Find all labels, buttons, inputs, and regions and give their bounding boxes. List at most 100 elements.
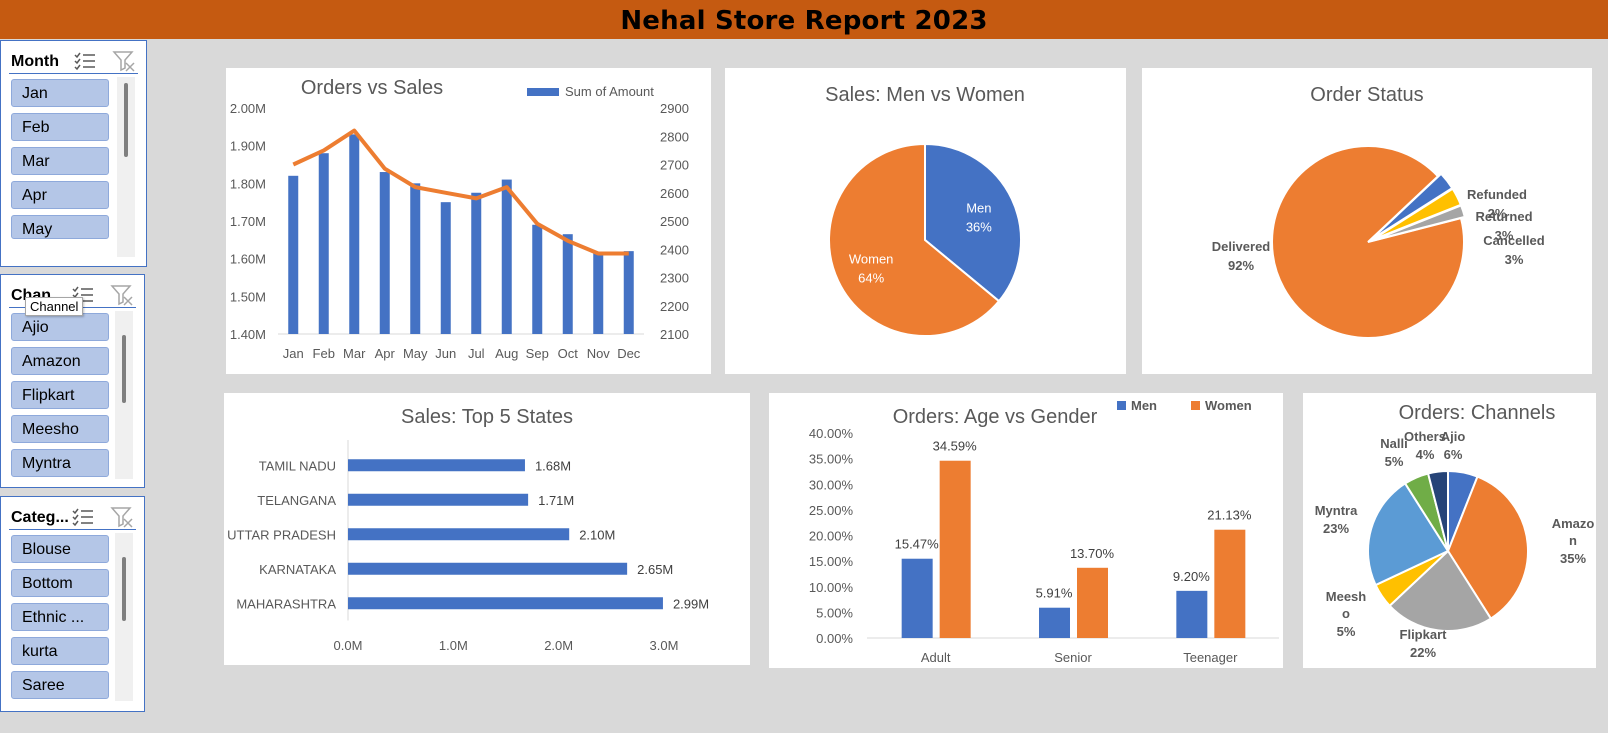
- slice-label-part: Meesh: [1326, 589, 1367, 604]
- chart-age-vs-gender[interactable]: Orders: Age vs Gender Men Women 0.00% 5.00% 1…: [769, 393, 1283, 668]
- bar-label: 9.20%: [1173, 569, 1210, 584]
- slicer-scrollbar[interactable]: [115, 311, 133, 479]
- bar: [471, 192, 482, 334]
- y-tick-label: UTTAR PRADESH: [227, 527, 336, 542]
- report-banner: Nehal Store Report 2023: [0, 0, 1608, 39]
- slice-label: Refunded: [1467, 187, 1527, 202]
- slicer-item-ajio[interactable]: Ajio: [11, 313, 109, 341]
- slicer-item-bottom[interactable]: Bottom: [11, 569, 109, 597]
- y-tick-label: 10.00%: [809, 580, 854, 595]
- bar: [532, 224, 543, 334]
- y2-tick-label: 2800: [660, 129, 689, 144]
- legend-label: Sum of Amount: [565, 84, 654, 99]
- slicer-title: Month: [11, 53, 59, 70]
- slice-pct: 36%: [966, 220, 992, 235]
- slice-label-part: Amazo: [1552, 516, 1595, 531]
- slice-pct: 3%: [1495, 228, 1514, 243]
- slicer-scrollbar[interactable]: [117, 77, 135, 257]
- chart-order-status[interactable]: Order Status Delivered 92% Cancelled 3% Retur…: [1142, 68, 1592, 374]
- chart-title: Orders: Channels: [1399, 402, 1556, 424]
- legend-swatch: [527, 88, 559, 96]
- slicer-month[interactable]: Month Jan Feb Mar Apr May: [0, 40, 147, 267]
- y-tick-label: 1.80M: [230, 176, 266, 191]
- bar: [348, 562, 628, 575]
- clear-filter-icon[interactable]: [110, 284, 134, 306]
- y-tick-label: 35.00%: [809, 452, 854, 467]
- bar: [939, 460, 971, 638]
- slicer-item-flipkart[interactable]: Flipkart: [11, 381, 109, 409]
- slicer-item-blouse[interactable]: Blouse: [11, 535, 109, 563]
- order-status-svg: Order StatusDelivered92%Cancelled3%Retur…: [1212, 84, 1545, 339]
- slice-pct: 23%: [1323, 521, 1349, 536]
- y-tick-label: 25.00%: [809, 503, 854, 518]
- slicer-tooltip: Channel: [25, 297, 84, 316]
- slicer-item-kurta[interactable]: kurta: [11, 637, 109, 665]
- slicer-item-meesho[interactable]: Meesho: [11, 415, 109, 443]
- y-tick-label: 2.00M: [230, 101, 266, 116]
- y-tick-label: TELANGANA: [257, 493, 336, 508]
- x-tick-label: 3.0M: [650, 638, 679, 653]
- slice-pct: 2%: [1488, 206, 1507, 221]
- chart-channels[interactable]: Orders: Channels Ajio 6% Amazo n 35% Flipkart 2…: [1303, 393, 1596, 668]
- y2-tick-label: 2100: [660, 327, 689, 342]
- slicer-category[interactable]: Categ... Blouse Bottom Ethnic ... kurta …: [0, 496, 145, 712]
- x-tick-label: Apr: [375, 346, 396, 361]
- multi-select-icon[interactable]: [73, 51, 97, 71]
- slicer-item-myntra[interactable]: Myntra: [11, 449, 109, 477]
- slicer-item-jan[interactable]: Jan: [11, 79, 109, 107]
- slicer-item-amazon[interactable]: Amazon: [11, 347, 109, 375]
- bar: [348, 597, 663, 610]
- slicer-scrollbar[interactable]: [115, 533, 133, 701]
- x-tick-label: Sep: [526, 346, 549, 361]
- y-tick-label: 30.00%: [809, 477, 854, 492]
- chart-title: Sales: Top 5 States: [401, 406, 573, 428]
- pie-slice: [1426, 469, 1449, 552]
- bar: [1077, 567, 1108, 638]
- men-vs-women-svg: Sales: Men vs Women Men 36% Women 64%: [825, 84, 1025, 337]
- x-tick-label: Jan: [283, 346, 304, 361]
- y-tick-label: TAMIL NADU: [259, 458, 336, 473]
- orders-line: [292, 128, 629, 256]
- chart-top5-states[interactable]: Sales: Top 5 States TAMIL NADU 1.68M TELANG…: [224, 393, 750, 665]
- bar-label: 1.71M: [538, 493, 574, 508]
- y2-tick-label: 2700: [660, 158, 689, 173]
- y-tick-label: 0.00%: [816, 631, 853, 646]
- chart-orders-vs-sales[interactable]: Orders vs Sales Sum of Amount 1.40M 1.50M 1.…: [226, 68, 711, 374]
- bar-label: 34.59%: [933, 439, 978, 454]
- slicer-item-mar[interactable]: Mar: [11, 147, 109, 175]
- slicer-item-apr[interactable]: Apr: [11, 181, 109, 209]
- slicer-item-saree[interactable]: Saree: [11, 671, 109, 699]
- bar: [348, 493, 529, 506]
- scrollbar-thumb[interactable]: [124, 83, 128, 157]
- pie-slice: [1271, 145, 1465, 339]
- legend-label: Men: [1131, 398, 1157, 413]
- y-tick-label: 15.00%: [809, 554, 854, 569]
- x-tick-label: Nov: [587, 346, 611, 361]
- clear-filter-icon[interactable]: [112, 50, 136, 72]
- scrollbar-thumb[interactable]: [122, 335, 126, 403]
- bar: [501, 179, 512, 334]
- x-tick-label: 0.0M: [334, 638, 363, 653]
- legend-label: Women: [1205, 398, 1252, 413]
- bar-label: 5.91%: [1036, 586, 1073, 601]
- x-tick-label: Senior: [1054, 650, 1092, 665]
- chart-title: Orders vs Sales: [301, 77, 443, 99]
- x-tick-label: Mar: [343, 346, 366, 361]
- slice-label: Others: [1404, 429, 1446, 444]
- pie-slice: [924, 142, 1022, 303]
- x-tick-label: Jun: [435, 346, 456, 361]
- slicer-item-ethnic[interactable]: Ethnic ...: [11, 603, 109, 631]
- chart-men-vs-women[interactable]: Sales: Men vs Women Men 36% Women 64%: [725, 68, 1126, 374]
- slice-label: Flipkart: [1400, 627, 1448, 642]
- slice-label: Ajio: [1441, 429, 1466, 444]
- slicer-item-feb[interactable]: Feb: [11, 113, 109, 141]
- y-tick-label: 5.00%: [816, 605, 853, 620]
- chart-title: Order Status: [1310, 84, 1423, 106]
- bar: [623, 251, 634, 334]
- slicer-item-may[interactable]: May: [11, 215, 109, 239]
- orders-vs-sales-svg: Orders vs Sales Sum of Amount 1.40M 1.50M 1.…: [230, 77, 689, 361]
- multi-select-icon[interactable]: [71, 507, 95, 527]
- clear-filter-icon[interactable]: [110, 506, 134, 528]
- slice-label: Women: [849, 251, 894, 266]
- scrollbar-thumb[interactable]: [122, 557, 126, 621]
